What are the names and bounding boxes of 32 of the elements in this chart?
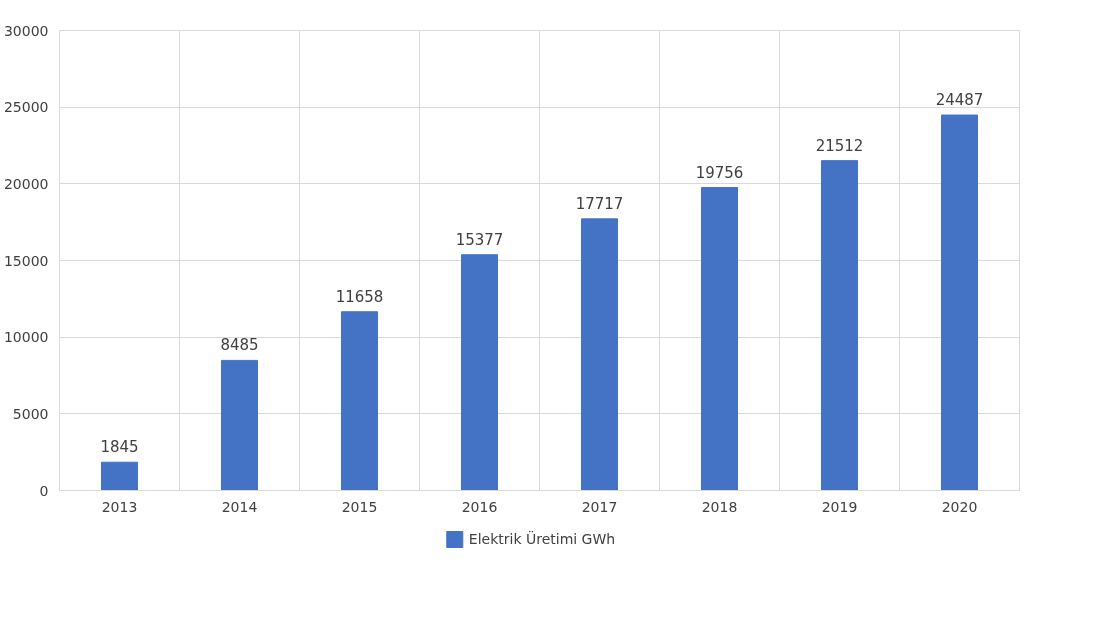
y-tick-label: 30000	[3, 22, 49, 39]
bar	[101, 461, 138, 491]
x-tick-label: 2013	[101, 498, 138, 515]
y-tick-label: 15000	[3, 252, 49, 269]
bar	[581, 218, 618, 491]
x-tick-label: 2016	[461, 498, 498, 515]
bar	[941, 114, 978, 491]
x-tick-label: 2019	[821, 498, 858, 515]
x-tick-label: 2014	[221, 498, 258, 515]
data-label: 15377	[455, 230, 504, 249]
x-tick-label: 2015	[341, 498, 378, 515]
bar	[821, 160, 858, 491]
data-label: 1845	[100, 438, 139, 457]
legend-label: Elektrik Üretimi GWh	[468, 531, 616, 547]
data-label: 8485	[220, 336, 259, 355]
y-tick-label: 20000	[3, 175, 49, 192]
y-tick-label: 10000	[3, 329, 49, 346]
data-label: 11658	[335, 287, 384, 306]
x-tick-label: 2018	[701, 498, 738, 515]
bar	[341, 311, 378, 491]
data-label: 19756	[695, 163, 744, 182]
bar	[461, 254, 498, 491]
bar	[701, 187, 738, 491]
y-tick-label: 0	[39, 482, 49, 499]
y-tick-label: 25000	[3, 99, 49, 116]
bar	[221, 359, 258, 491]
y-tick-label: 5000	[12, 405, 49, 422]
x-tick-label: 2020	[941, 498, 978, 515]
data-label: 21512	[815, 136, 864, 155]
data-label: 17717	[575, 194, 624, 213]
data-label: 24487	[935, 91, 984, 110]
x-tick-label: 2017	[581, 498, 618, 515]
